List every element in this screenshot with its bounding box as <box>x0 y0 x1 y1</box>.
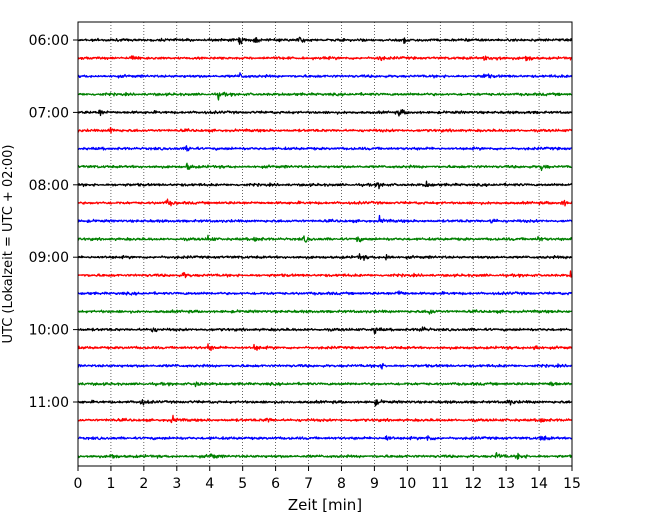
x-tick-label: 9 <box>370 476 379 492</box>
axes-frame <box>77 21 573 467</box>
y-tick-label: 11:00 <box>29 395 69 411</box>
y-axis-title: UTC (Lokalzeit = UTC + 02:00) <box>1 145 16 344</box>
y-tick-label: 06:00 <box>29 33 69 49</box>
trace-1030 <box>77 362 573 370</box>
x-tick-label: 7 <box>304 476 313 492</box>
trace-1130 <box>77 435 573 441</box>
y-tick-label: 09:00 <box>29 250 69 266</box>
grid-lines <box>110 22 540 466</box>
trace-1145 <box>77 452 573 460</box>
x-tick-label: 11 <box>431 476 449 492</box>
y-tick-label: 10:00 <box>29 323 69 339</box>
y-tick-label: 07:00 <box>29 105 69 121</box>
x-tick-label: 4 <box>205 476 214 492</box>
x-axis: 0 1 2 3 4 5 6 7 8 9 10 11 12 13 14 15 <box>74 466 581 492</box>
x-tick-label: 5 <box>238 476 247 492</box>
x-tick-label: 13 <box>497 476 515 492</box>
trace-0830 <box>77 214 573 224</box>
trace-0800 <box>77 180 573 190</box>
trace-0615 <box>77 55 573 62</box>
trace-0700 <box>77 109 573 117</box>
trace-0930 <box>77 290 573 296</box>
x-tick-label: 0 <box>74 476 83 492</box>
trace-1045 <box>77 381 573 388</box>
plot-area <box>78 22 572 466</box>
x-tick-label: 14 <box>530 476 548 492</box>
x-axis-title: Zeit [min] <box>288 496 362 514</box>
x-tick-label: 1 <box>106 476 115 492</box>
y-tick-label: 08:00 <box>29 178 69 194</box>
trace-0945 <box>77 309 573 315</box>
trace-0745 <box>77 162 573 172</box>
trace-0730 <box>77 145 573 152</box>
trace-0815 <box>77 198 573 207</box>
trace-1100 <box>77 399 573 407</box>
x-tick-label: 2 <box>139 476 148 492</box>
x-tick-label: 6 <box>271 476 280 492</box>
x-tick-label: 3 <box>172 476 181 492</box>
trace-0845 <box>77 234 573 243</box>
traces <box>77 36 573 460</box>
x-tick-label: 15 <box>563 476 581 492</box>
trace-0715 <box>77 126 573 134</box>
x-tick-label: 10 <box>398 476 416 492</box>
trace-0645 <box>77 91 573 101</box>
trace-0900 <box>77 253 573 261</box>
trace-0630 <box>77 72 573 79</box>
trace-1115 <box>77 414 573 424</box>
trace-0600 <box>77 36 573 45</box>
trace-0915 <box>77 270 573 279</box>
x-tick-label: 12 <box>464 476 482 492</box>
y-axis: 06:00 07:00 08:00 09:00 10:00 11:00 <box>29 33 78 411</box>
x-tick-label: 8 <box>337 476 346 492</box>
trace-1000 <box>77 326 573 334</box>
trace-1015 <box>77 343 573 352</box>
